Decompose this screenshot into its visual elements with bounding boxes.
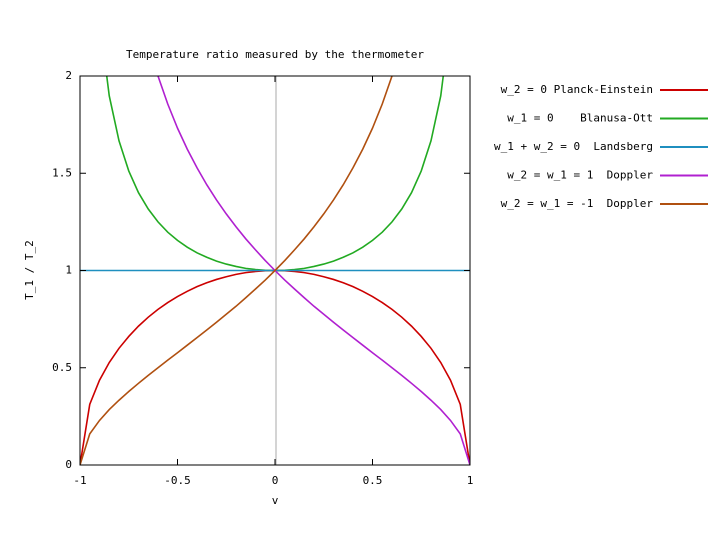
y-tick-label: 1 [65, 264, 72, 277]
legend-label: w_2 = 0 Planck-Einstein [501, 83, 653, 96]
series-line [157, 76, 470, 465]
y-tick-label: 0 [65, 458, 72, 471]
x-axis-label: v [272, 494, 279, 507]
y-tick-label: 0.5 [52, 361, 72, 374]
x-tick-label: 0.5 [363, 474, 383, 487]
y-tick-label: 2 [65, 69, 72, 82]
series-line [105, 76, 445, 272]
x-tick-label: 1 [467, 474, 474, 487]
legend-label: w_1 + w_2 = 0 Landsberg [494, 140, 653, 153]
x-tick-label: 0 [272, 474, 279, 487]
chart-title: Temperature ratio measured by the thermo… [126, 48, 424, 61]
legend-label: w_2 = w_1 = -1 Doppler [501, 197, 654, 210]
series-line [80, 76, 393, 465]
y-tick-label: 1.5 [52, 166, 72, 179]
x-tick-label: -0.5 [164, 474, 191, 487]
plot-area [80, 76, 470, 465]
x-tick-label: -1 [73, 474, 86, 487]
legend-label: w_1 = 0 Blanusa-Ott [507, 112, 653, 125]
legend-label: w_2 = w_1 = 1 Doppler [507, 169, 653, 182]
y-axis-label: T_1 / T_2 [23, 240, 36, 300]
series-line [80, 269, 470, 465]
